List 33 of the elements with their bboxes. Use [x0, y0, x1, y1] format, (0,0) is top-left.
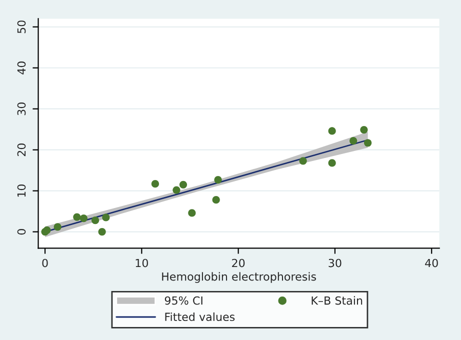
y-tick-label: 40 [17, 62, 26, 74]
x-tick-label: 0 [42, 258, 48, 268]
point [172, 186, 180, 194]
x-axis-title: Hemoglobin electrophoresis [162, 272, 316, 283]
y-tick-label: 20 [17, 144, 26, 156]
legend-label: Fitted values [165, 312, 235, 322]
point [360, 126, 368, 134]
point [212, 196, 220, 204]
point [102, 214, 110, 222]
point [151, 180, 160, 188]
point [328, 159, 336, 167]
y-tick-label: 30 [17, 102, 26, 116]
point [179, 180, 188, 188]
point [80, 214, 88, 222]
point [328, 127, 336, 135]
y-tick-label: 0 [17, 229, 26, 235]
x-tick-label: 20 [232, 258, 245, 268]
point [54, 223, 62, 231]
x-tick-label: 10 [136, 258, 148, 268]
point [214, 176, 222, 184]
text: 95% CI [164, 296, 202, 305]
legend-label: K–B Stain [312, 296, 362, 305]
point [350, 137, 358, 145]
point [98, 228, 106, 236]
point [73, 213, 81, 221]
point [188, 209, 196, 217]
y-tick-label: 50 [17, 20, 26, 34]
point [299, 157, 307, 165]
x-tick-label: 30 [328, 258, 342, 268]
point [364, 139, 372, 147]
x-tick-label: 40 [425, 258, 438, 268]
point [91, 216, 100, 224]
y-tick-label: 10 [17, 184, 26, 197]
